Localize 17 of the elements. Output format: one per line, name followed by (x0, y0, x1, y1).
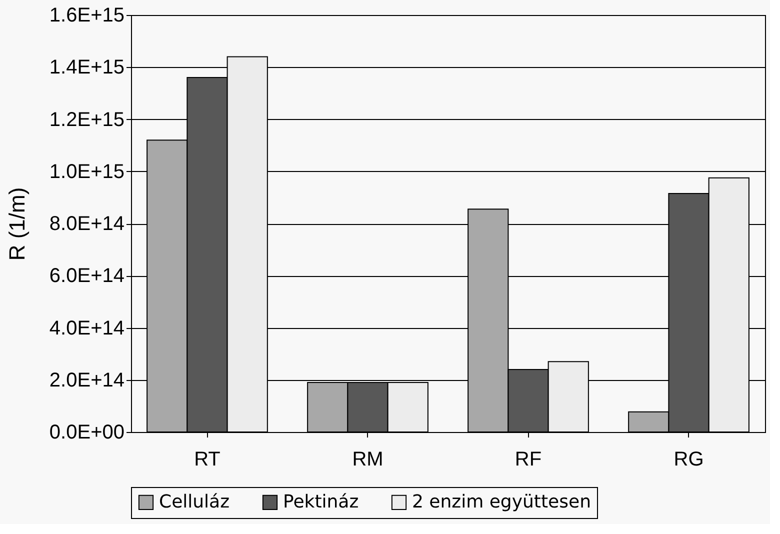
legend-label: Pektináz (283, 491, 359, 512)
y-tick-label: 1.4E+15 (49, 56, 124, 79)
y-tick-label: 1.0E+15 (49, 160, 124, 183)
y-tick-label: 6.0E+14 (49, 265, 124, 288)
legend-label: 2 enzim együttesen (412, 491, 591, 512)
y-tick-label: 4.0E+14 (49, 317, 124, 340)
y-axis-title: R (1/m) (4, 187, 30, 261)
x-tick-label: RF (514, 448, 542, 470)
legend-label: Celluláz (159, 491, 230, 512)
y-tick-label: 2.0E+14 (49, 369, 124, 392)
y-tick-label: 1.6E+15 (49, 4, 124, 26)
x-tick-label: RM (352, 448, 384, 470)
x-tick-label: RG (674, 448, 704, 470)
x-tick-label: RT (194, 448, 220, 470)
y-tick-label: 1.2E+15 (49, 108, 124, 131)
y-tick-label: 8.0E+14 (49, 213, 124, 235)
y-tick-label: 0.0E+00 (49, 422, 124, 444)
